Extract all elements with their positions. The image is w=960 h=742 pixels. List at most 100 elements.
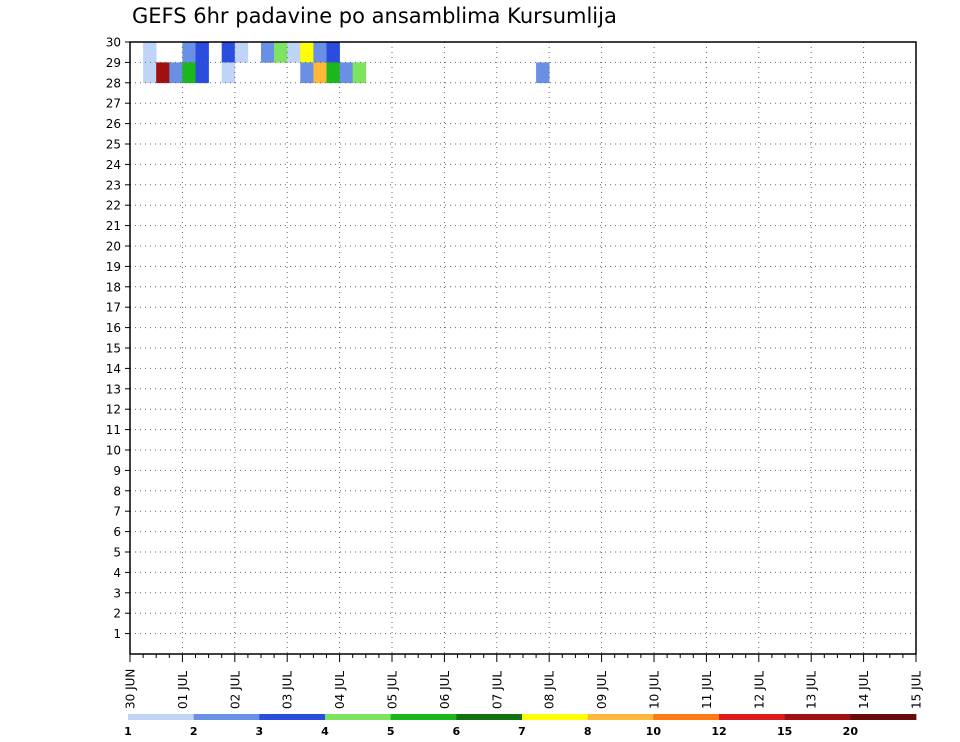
x-tick-label: 09 JUL bbox=[595, 671, 609, 709]
x-tick-label: 01 JUL bbox=[176, 671, 190, 709]
heatmap-cell bbox=[169, 62, 183, 84]
y-tick-label: 24 bbox=[106, 158, 121, 172]
y-tick-label: 19 bbox=[106, 260, 121, 274]
x-tick-label: 05 JUL bbox=[386, 671, 400, 709]
legend-swatch bbox=[587, 714, 654, 720]
y-tick-label: 14 bbox=[106, 362, 121, 376]
y-tick-label: 2 bbox=[113, 607, 121, 621]
color-legend: 1 2 3 4 5 6 7 8 10 12 15 20 bbox=[124, 714, 917, 738]
x-tick-label: 13 JUL bbox=[805, 671, 819, 709]
legend-swatch bbox=[259, 714, 326, 720]
y-tick-label: 12 bbox=[106, 403, 121, 417]
legend-swatch bbox=[325, 714, 392, 720]
x-tick-label: 06 JUL bbox=[438, 671, 452, 709]
y-tick-label: 4 bbox=[113, 566, 121, 580]
legend-label: 12 bbox=[711, 725, 726, 738]
x-axis: 30 JUN 01 JUL 02 JUL 03 JUL 04 JUL 05 JUL 06 J… bbox=[124, 654, 924, 709]
heatmap-cell bbox=[326, 42, 340, 63]
legend-label: 4 bbox=[321, 725, 329, 738]
heatmap-cell bbox=[300, 42, 314, 63]
heatmap-cell bbox=[221, 42, 236, 63]
y-tick-label: 27 bbox=[106, 97, 121, 111]
y-tick-label: 20 bbox=[106, 240, 121, 254]
y-tick-label: 16 bbox=[106, 321, 121, 335]
legend-label: 1 bbox=[124, 725, 132, 738]
heatmap-cell bbox=[195, 42, 209, 63]
x-tick-label: 07 JUL bbox=[490, 671, 504, 709]
heatmap-cell bbox=[326, 62, 340, 84]
legend-label: 2 bbox=[190, 725, 198, 738]
x-tick-label: 08 JUL bbox=[543, 671, 557, 709]
heatmap-cell bbox=[313, 42, 327, 63]
heatmap-cell bbox=[287, 42, 301, 63]
plot-frame bbox=[129, 41, 917, 655]
y-tick-label: 15 bbox=[106, 342, 121, 356]
y-tick-label: 11 bbox=[106, 423, 121, 437]
legend-label: 3 bbox=[256, 725, 264, 738]
legend-swatch bbox=[784, 714, 851, 720]
legend-swatch bbox=[850, 714, 917, 720]
legend-swatch bbox=[653, 714, 720, 720]
y-tick-label: 6 bbox=[113, 525, 121, 539]
y-tick-label: 10 bbox=[106, 444, 121, 458]
heatmap-cell bbox=[143, 62, 157, 84]
heatmap-cells bbox=[143, 42, 550, 84]
y-tick-label: 23 bbox=[106, 178, 121, 192]
legend-label: 5 bbox=[387, 725, 395, 738]
y-tick-label: 1 bbox=[113, 627, 121, 641]
legend-label: 7 bbox=[518, 725, 526, 738]
x-tick-label: 14 JUL bbox=[857, 671, 871, 709]
y-tick-label: 28 bbox=[106, 76, 121, 90]
x-tick-label: 10 JUL bbox=[648, 671, 662, 709]
legend-swatch bbox=[390, 714, 457, 720]
heatmap-cell bbox=[274, 42, 288, 63]
x-tick-label: 04 JUL bbox=[333, 671, 347, 709]
legend-label: 10 bbox=[646, 725, 662, 738]
legend-swatch bbox=[193, 714, 260, 720]
chart-grid bbox=[130, 42, 916, 654]
legend-label: 20 bbox=[843, 725, 859, 738]
y-axis: 1234567891011121314151617181920212223242… bbox=[106, 36, 130, 641]
heatmap-cell bbox=[536, 62, 550, 84]
y-tick-label: 25 bbox=[106, 138, 121, 152]
y-tick-label: 26 bbox=[106, 117, 121, 131]
x-tick-label: 02 JUL bbox=[228, 671, 242, 709]
heatmap-cell bbox=[182, 62, 196, 84]
legend-swatch bbox=[128, 714, 195, 720]
y-tick-label: 29 bbox=[106, 56, 121, 70]
heatmap-cell bbox=[143, 42, 157, 63]
heatmap-cell bbox=[313, 62, 327, 84]
y-tick-label: 18 bbox=[106, 280, 121, 294]
y-tick-label: 3 bbox=[113, 586, 121, 600]
legend-swatch bbox=[456, 714, 523, 720]
y-tick-label: 30 bbox=[106, 36, 121, 50]
x-tick-label: 12 JUL bbox=[752, 671, 766, 709]
legend-swatch bbox=[522, 714, 589, 720]
heatmap-cell bbox=[156, 62, 170, 84]
x-tick-label: 11 JUL bbox=[700, 671, 714, 709]
heatmap-cell bbox=[300, 62, 314, 84]
legend-label: 6 bbox=[453, 725, 461, 738]
legend-label: 8 bbox=[584, 725, 592, 738]
y-tick-label: 22 bbox=[106, 199, 121, 213]
y-tick-label: 17 bbox=[106, 301, 121, 315]
y-tick-label: 8 bbox=[113, 484, 121, 498]
legend-swatch bbox=[719, 714, 786, 720]
legend-label: 15 bbox=[777, 725, 792, 738]
y-tick-label: 7 bbox=[113, 505, 121, 519]
y-tick-label: 5 bbox=[113, 546, 121, 560]
heatmap-cell bbox=[261, 42, 275, 63]
y-tick-label: 13 bbox=[106, 382, 121, 396]
heatmap-cell bbox=[352, 62, 367, 84]
y-tick-label: 21 bbox=[106, 219, 121, 233]
y-tick-label: 9 bbox=[113, 464, 121, 478]
x-tick-label: 03 JUL bbox=[281, 671, 295, 709]
heatmap-cell bbox=[339, 62, 353, 84]
heatmap-cell bbox=[182, 42, 196, 63]
heatmap-cell bbox=[234, 42, 249, 63]
heatmap-cell bbox=[221, 62, 236, 84]
heatmap-cell bbox=[195, 62, 209, 84]
chart-title: GEFS 6hr padavine po ansamblima Kursumli… bbox=[132, 4, 617, 28]
x-tick-label: 30 JUN bbox=[124, 669, 138, 709]
